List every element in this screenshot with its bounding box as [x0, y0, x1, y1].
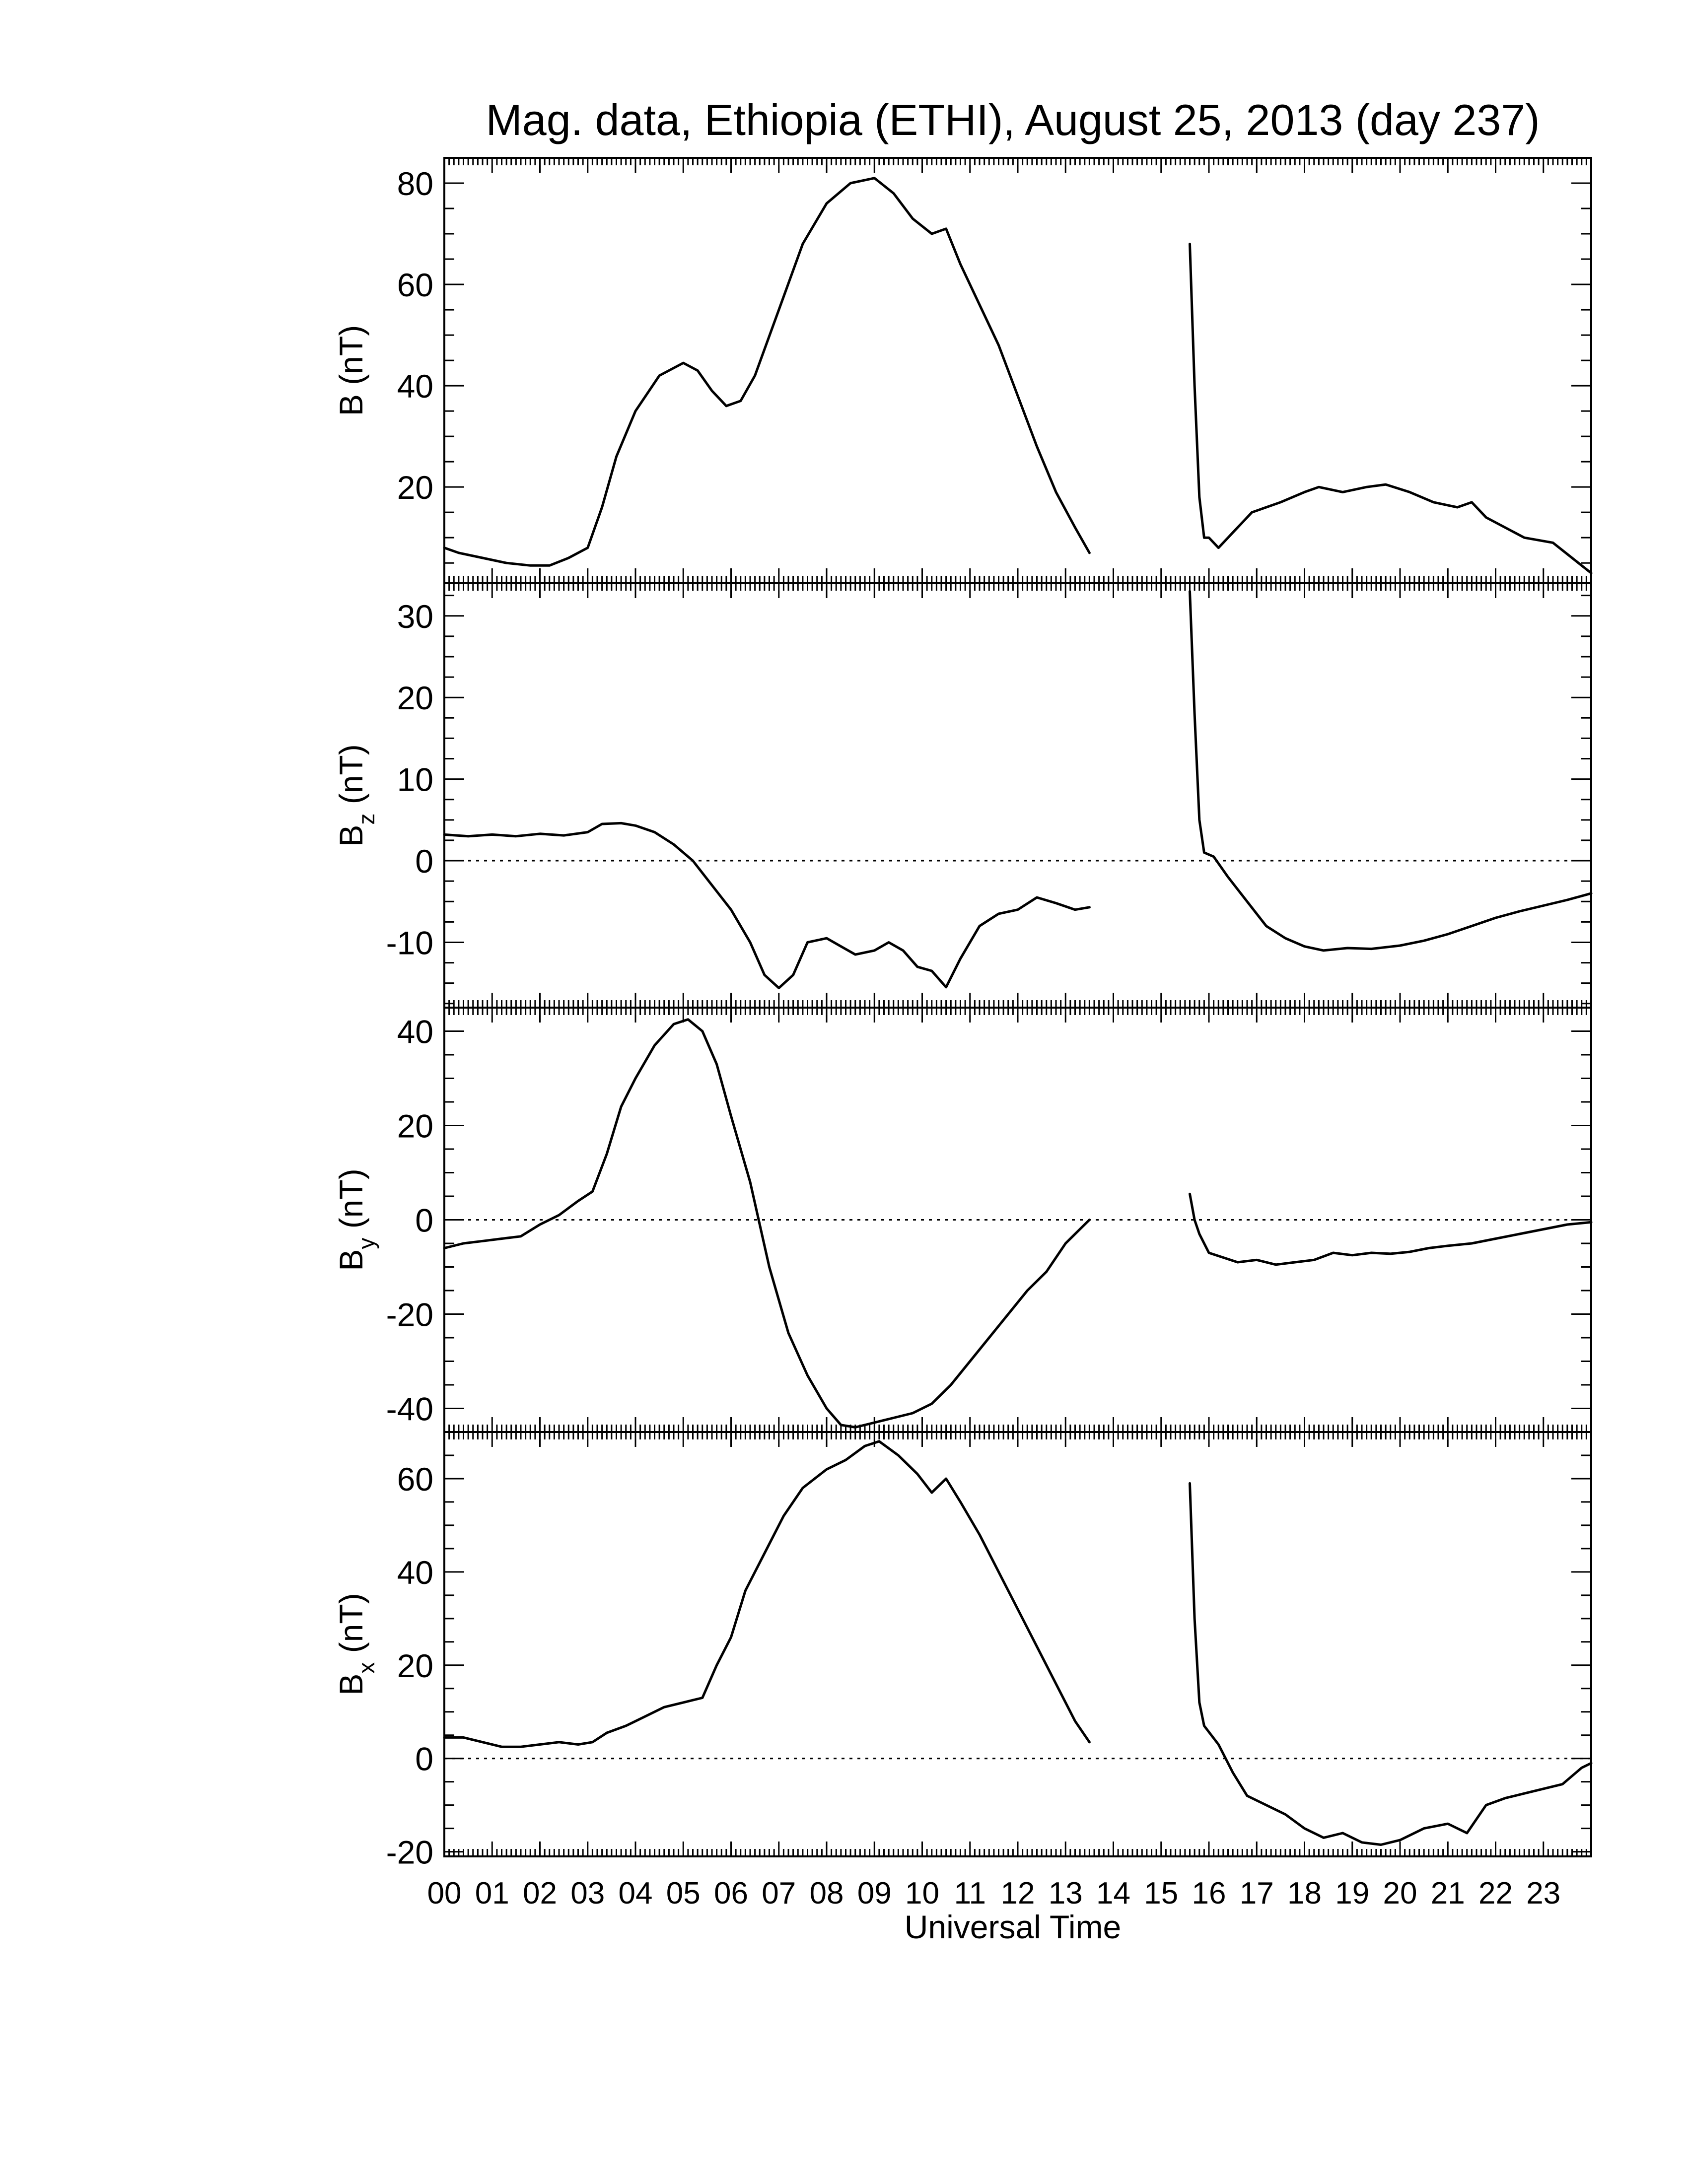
y-tick-label: -20 [386, 1834, 433, 1871]
y-axis-label-B: B (nT) [333, 325, 369, 416]
y-tick-label: 40 [397, 1554, 433, 1591]
x-ticks [443, 158, 1592, 583]
trace-B-segment-1 [443, 177, 1091, 567]
x-tick-label: 19 [1335, 1876, 1369, 1911]
y-tick-label: -20 [386, 1297, 433, 1333]
y-tick-label: 60 [397, 267, 433, 303]
panel-Bz: -10 0 10 20 30 Bz (nT) [333, 582, 1593, 1009]
x-tick-label: 09 [857, 1876, 892, 1911]
trace-By-segment-1 [443, 1018, 1091, 1429]
trace-By-segment-2 [1189, 1192, 1593, 1266]
y-tick-label: 0 [415, 843, 433, 880]
y-tick-label: -10 [386, 924, 433, 961]
panels: 20 40 60 80 B (nT) -10 0 10 20 30 Bz (nT) -40 -20 0 20… [333, 157, 1593, 1871]
y-tick-label: 40 [397, 368, 433, 405]
y-axis-label-symbol: B [333, 825, 369, 847]
y-axis-label-unit: (nT) [333, 1593, 369, 1662]
y-tick-label: 20 [397, 1108, 433, 1145]
x-tick-label: 02 [523, 1876, 557, 1911]
x-tick-label: 01 [475, 1876, 509, 1911]
trace-Bz-segment-1 [443, 821, 1091, 989]
y-tick-label: 60 [397, 1461, 433, 1498]
x-tick-label: 11 [954, 1876, 986, 1911]
panel-Bx: -20 0 20 40 60 Bx (nT) [333, 1431, 1593, 1871]
x-tick-label: 06 [714, 1876, 748, 1911]
x-tick-label: 12 [1001, 1876, 1035, 1911]
panel-frame [443, 1431, 1592, 1857]
x-tick-label: 05 [666, 1876, 701, 1911]
y-axis-label-Bz: Bz (nT) [333, 744, 379, 846]
trace-Bx-segment-2 [1189, 1482, 1593, 1846]
x-tick-label: 23 [1526, 1876, 1560, 1911]
x-tick-label: 15 [1144, 1876, 1178, 1911]
y-tick-label: 80 [397, 165, 433, 202]
y-axis-label-symbol: B [333, 394, 369, 416]
y-ticks: 20 40 60 80 [397, 157, 1591, 564]
x-axis-label: Universal Time [905, 1909, 1121, 1945]
y-tick-label: 40 [397, 1014, 433, 1050]
y-tick-label: 0 [415, 1741, 433, 1777]
x-tick-label: 16 [1192, 1876, 1226, 1911]
x-tick-label: 21 [1431, 1876, 1465, 1911]
trace-B-segment-2 [1189, 242, 1593, 575]
y-ticks: -40 -20 0 20 40 [386, 1007, 1591, 1433]
panel-B: 20 40 60 80 B (nT) [333, 157, 1593, 584]
y-axis-label-symbol: B [333, 1674, 369, 1696]
x-tick-label: 08 [810, 1876, 844, 1911]
x-tick-labels: 00 01 02 03 04 05 06 07 08 09 10 11 12 13 14 15 16 17 18 19… [427, 1876, 1561, 1911]
x-tick-label: 22 [1478, 1876, 1513, 1911]
y-tick-label: -40 [386, 1391, 433, 1428]
x-tick-label: 03 [570, 1876, 605, 1911]
y-ticks: -20 0 20 40 60 [386, 1431, 1591, 1871]
y-axis-label-unit: (nT) [333, 1168, 369, 1237]
x-tick-label: 17 [1240, 1876, 1274, 1911]
x-tick-label: 04 [619, 1876, 653, 1911]
y-axis-label-By: By (nT) [333, 1168, 379, 1271]
chart-title: Mag. data, Ethiopia (ETHI), August 25, 2… [486, 95, 1540, 144]
y-tick-label: 30 [397, 598, 433, 635]
y-axis-label-unit: (nT) [333, 744, 369, 813]
x-tick-label: 13 [1049, 1876, 1083, 1911]
x-ticks [443, 1008, 1592, 1432]
y-tick-label: 20 [397, 469, 433, 506]
y-axis-label-Bx: Bx (nT) [333, 1593, 379, 1695]
x-tick-label: 00 [427, 1876, 462, 1911]
y-tick-label: 20 [397, 1647, 433, 1684]
y-ticks: -10 0 10 20 30 [386, 595, 1591, 1005]
panel-By: -40 -20 0 20 40 By (nT) [333, 1007, 1593, 1433]
y-axis-label-subscript: x [353, 1662, 379, 1674]
x-tick-label: 18 [1287, 1876, 1322, 1911]
y-axis-label-subscript: y [353, 1238, 379, 1249]
x-tick-label: 07 [762, 1876, 796, 1911]
trace-Bx-segment-1 [443, 1440, 1091, 1748]
x-ticks [443, 1432, 1592, 1856]
y-tick-label: 0 [415, 1202, 433, 1239]
trace-Bz-segment-2 [1189, 590, 1593, 952]
x-ticks [443, 583, 1592, 1008]
x-tick-label: 20 [1383, 1876, 1417, 1911]
y-axis-label-symbol: B [333, 1249, 369, 1271]
x-tick-label: 10 [905, 1876, 939, 1911]
panel-frame [443, 157, 1592, 584]
x-tick-label: 14 [1096, 1876, 1130, 1911]
panel-frame [443, 582, 1592, 1009]
y-tick-label: 20 [397, 680, 433, 716]
y-axis-label-subscript: z [353, 814, 379, 825]
y-axis-label-unit: (nT) [333, 325, 369, 394]
y-tick-label: 10 [397, 761, 433, 798]
